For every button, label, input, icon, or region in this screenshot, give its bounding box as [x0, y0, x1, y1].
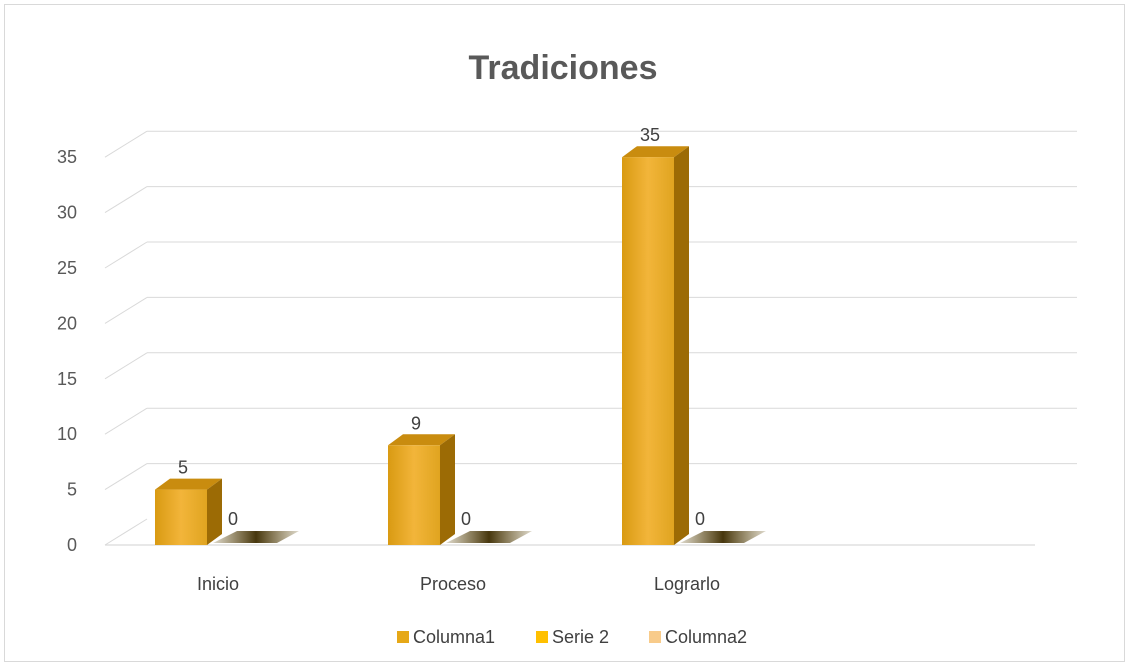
- y-tick-label: 5: [67, 480, 77, 500]
- floor-diagonal: [104, 518, 148, 546]
- x-category-label: Inicio: [197, 574, 239, 594]
- legend-swatch: [536, 631, 548, 643]
- chart-title: Tradiciones: [469, 49, 658, 87]
- y-tick-label: 25: [57, 258, 77, 278]
- gridline-diagonal: [104, 407, 148, 435]
- bar-inicio: [155, 489, 207, 545]
- legend-label: Columna2: [665, 627, 747, 647]
- bar-top: [155, 478, 222, 490]
- gridline-diagonal: [104, 241, 148, 269]
- data-label: 0: [228, 509, 238, 529]
- bar-top: [388, 434, 455, 446]
- y-tick-label: 10: [57, 424, 77, 444]
- y-tick-label: 30: [57, 203, 77, 223]
- gridline-diagonal: [104, 463, 148, 491]
- gridline-diagonal: [104, 130, 148, 158]
- y-tick-label: 15: [57, 369, 77, 389]
- legend-label: Serie 2: [552, 627, 609, 647]
- bars: [155, 146, 766, 545]
- y-tick-label: 35: [57, 147, 77, 167]
- bar-side: [674, 146, 689, 545]
- y-tick-label: 0: [67, 535, 77, 555]
- gridline-diagonal: [104, 186, 148, 214]
- data-label: 0: [461, 509, 471, 529]
- legend-swatch: [649, 631, 661, 643]
- chart-frame: Tradiciones 0 5 10 15 20 25 30 35 5 0 9 0 35 0 Inici…: [4, 4, 1125, 662]
- y-tick-label: 20: [57, 313, 77, 333]
- bar-zero-inicio: [213, 531, 299, 543]
- y-axis-ticks: 0 5 10 15 20 25 30 35: [57, 147, 77, 555]
- x-category-label: Lograrlo: [654, 574, 720, 594]
- bar-side: [440, 434, 455, 545]
- bar-side: [207, 478, 222, 545]
- data-label: 0: [695, 509, 705, 529]
- legend: Columna1 Serie 2 Columna2: [397, 627, 747, 647]
- bar-proceso: [388, 445, 440, 545]
- bar-zero-lograrlo: [680, 531, 766, 543]
- x-axis-categories: Inicio Proceso Lograrlo: [197, 574, 720, 594]
- x-category-label: Proceso: [420, 574, 486, 594]
- gridline-diagonal: [104, 296, 148, 324]
- data-label: 5: [178, 458, 188, 478]
- data-label: 35: [640, 125, 660, 145]
- data-labels: 5 0 9 0 35 0: [178, 125, 705, 529]
- legend-label: Columna1: [413, 627, 495, 647]
- gridline-diagonal: [104, 352, 148, 380]
- data-label: 9: [411, 413, 421, 433]
- bar-zero-proceso: [446, 531, 532, 543]
- gridlines: [104, 130, 1077, 546]
- bar-lograrlo: [622, 157, 674, 545]
- legend-swatch: [397, 631, 409, 643]
- chart-svg: Tradiciones 0 5 10 15 20 25 30 35 5 0 9 0 35 0 Inici…: [57, 49, 1077, 647]
- bar-top: [622, 146, 689, 158]
